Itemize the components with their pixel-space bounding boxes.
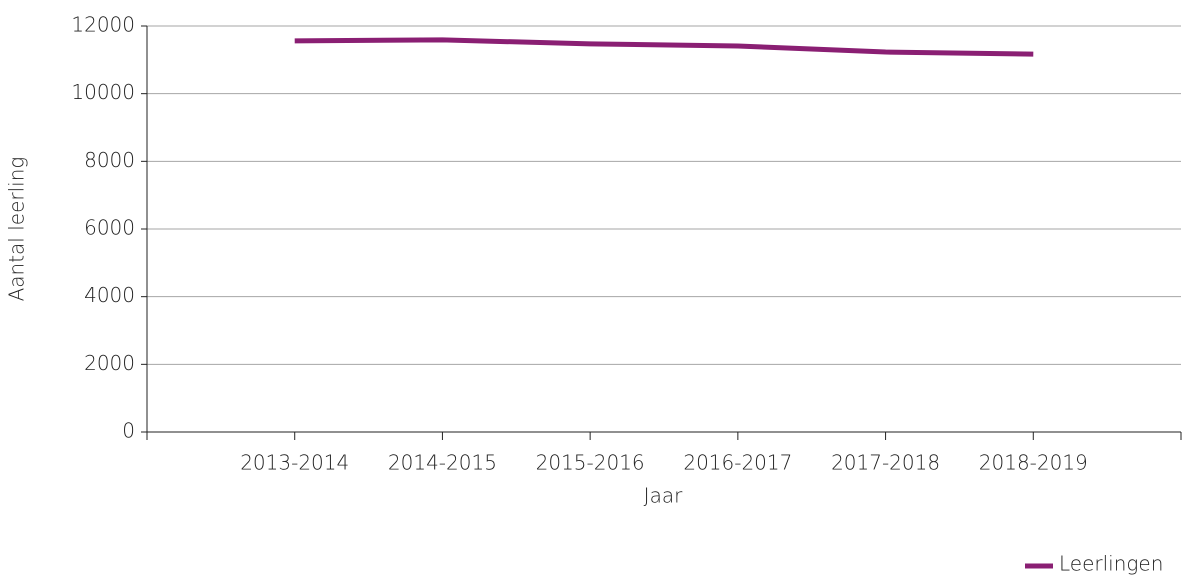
x-tick-label: 2018-2019	[979, 451, 1088, 475]
y-tick-label: 8000	[84, 148, 135, 172]
x-tick-label: 2013-2014	[240, 451, 349, 475]
y-tick-label: 10000	[71, 80, 135, 104]
y-tick-label: 6000	[84, 216, 135, 240]
x-tick-label: 2017-2018	[831, 451, 940, 475]
legend-label: Leerlingen	[1059, 552, 1163, 576]
y-tick-label: 0	[122, 419, 135, 443]
y-axis-label: Aantal leerling	[5, 157, 29, 302]
y-tick-label: 12000	[71, 13, 135, 37]
x-tick-label: 2014-2015	[388, 451, 497, 475]
x-tick-label: 2016-2017	[683, 451, 792, 475]
data-line	[294, 37, 1034, 57]
y-tick-label: 4000	[84, 283, 135, 307]
x-tick-label: 2015-2016	[536, 451, 645, 475]
y-tick-label: 2000	[84, 351, 135, 375]
x-axis-label: Jaar	[644, 484, 683, 508]
